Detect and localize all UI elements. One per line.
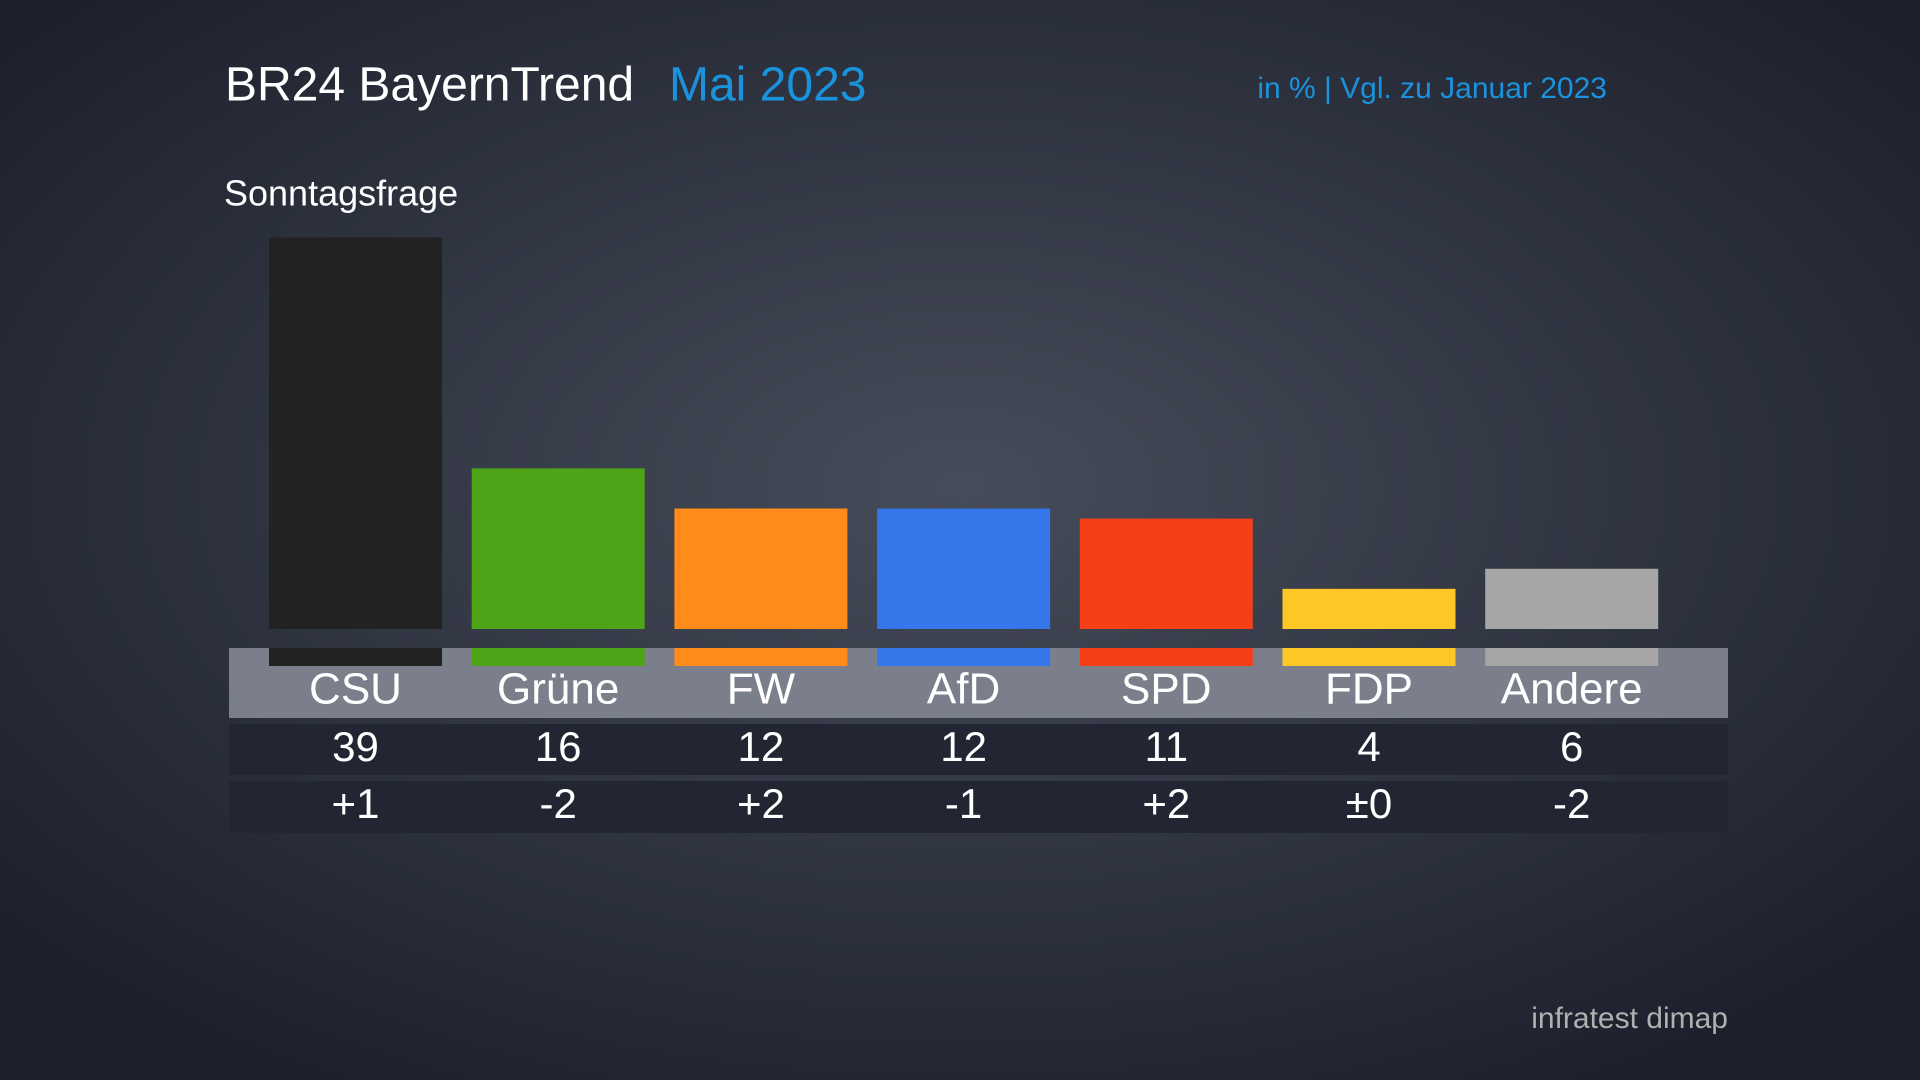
change-row [229,781,1728,833]
value-label: 12 [940,723,987,770]
bar-stripe [1485,648,1659,666]
bar [877,508,1051,629]
category-label: FDP [1325,665,1413,714]
change-label: +1 [332,780,380,827]
bar-stripe [674,648,848,666]
change-label: -2 [540,780,577,827]
category-label: SPD [1121,665,1211,714]
bar [471,468,645,629]
bar-stripe [269,648,442,666]
category-label: CSU [309,665,402,714]
bar [1079,518,1253,629]
bar [269,237,442,629]
chart-title: BR24 BayernTrend [225,59,634,112]
bar-stripe [1079,648,1253,666]
bar-stripe [1282,648,1456,666]
change-label: -1 [945,780,982,827]
bar [674,508,848,629]
chart-title-date: Mai 2023 [669,59,866,112]
category-label: Grüne [497,665,619,714]
value-row [229,724,1728,775]
value-label: 39 [332,723,379,770]
chart-label: Sonntagsfrage [224,173,458,214]
bar [1485,568,1659,629]
value-label: 11 [1144,723,1188,770]
category-label: FW [727,665,796,714]
change-label: ±0 [1346,780,1392,827]
source: infratest dimap [1531,1002,1728,1035]
value-label: 16 [535,723,582,770]
change-label: +2 [1142,780,1190,827]
category-label: AfD [927,665,1000,714]
value-label: 12 [738,723,785,770]
bar-stripe [877,648,1051,666]
category-label: Andere [1501,665,1643,714]
bar [1282,588,1456,629]
bar-stripe [471,648,645,666]
change-label: -2 [1553,780,1590,827]
value-label: 6 [1560,723,1583,770]
value-label: 4 [1357,723,1380,770]
subtitle: in % | Vgl. zu Januar 2023 [1257,72,1607,105]
change-label: +2 [737,780,785,827]
